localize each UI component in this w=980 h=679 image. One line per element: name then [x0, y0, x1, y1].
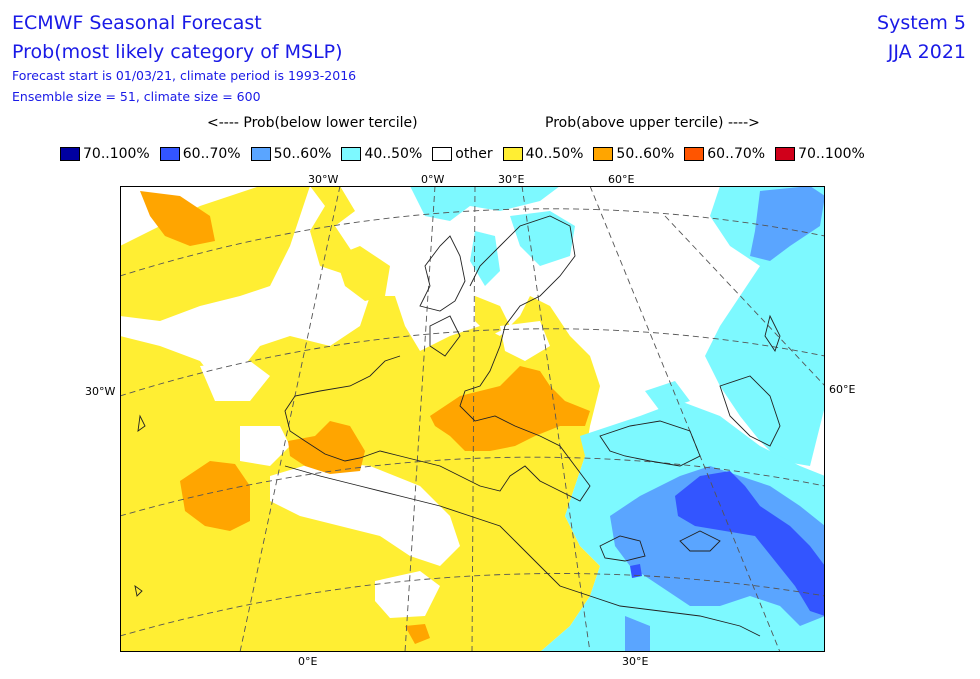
legend-item: 60..70% [159, 146, 241, 162]
system-label: System 5 [877, 12, 966, 34]
shade-below-60-70 [630, 471, 825, 616]
legend-below-header: <---- Prob(below lower tercile) [207, 115, 418, 131]
bottom-lon-label: 30°E [622, 655, 649, 668]
coastlines [134, 215, 781, 637]
legend-item: 40..50% [502, 146, 584, 162]
forecast-map [120, 186, 825, 652]
season-label: JJA 2021 [887, 41, 966, 63]
legend-swatch [593, 147, 614, 161]
legend-label: 40..50% [525, 146, 584, 162]
right-lon-label: 60°E [829, 383, 856, 396]
top-lon-label: 60°E [608, 173, 635, 186]
legend-above-header: Prob(above upper tercile) ----> [545, 115, 760, 131]
legend-item: 70..100% [60, 146, 150, 162]
legend-item: 40..50% [341, 146, 422, 162]
forecast-start-info: Forecast start is 01/03/21, climate peri… [12, 68, 357, 83]
legend-label: 70..100% [798, 146, 865, 162]
legend-swatch [60, 147, 80, 161]
bottom-lon-label: 0°E [298, 655, 318, 668]
legend-label: 60..70% [707, 146, 766, 162]
left-lon-label: 30°W [85, 385, 116, 398]
legend-item: 70..100% [775, 146, 865, 162]
legend-label: other [455, 146, 493, 162]
legend-swatch [684, 147, 705, 161]
legend-swatch [775, 147, 796, 161]
legend-label: 40..50% [364, 146, 423, 162]
legend-item: 60..70% [684, 146, 765, 162]
legend-label: 50..60% [273, 146, 332, 162]
top-lon-label: 30°E [498, 173, 525, 186]
title-main: ECMWF Seasonal Forecast [12, 12, 262, 34]
legend-label: 60..70% [182, 146, 241, 162]
legend-item: other [432, 146, 493, 162]
map-frame [120, 186, 825, 652]
legend-item: 50..60% [593, 146, 674, 162]
legend-label: 50..60% [616, 146, 675, 162]
legend-swatch [341, 147, 362, 161]
legend-item: 50..60% [250, 146, 332, 162]
legend-swatch [432, 147, 453, 161]
legend-swatch [502, 147, 523, 161]
ensemble-size-info: Ensemble size = 51, climate size = 600 [12, 89, 261, 104]
shade-below-50-60 [610, 186, 825, 652]
legend-swatch [159, 147, 180, 161]
title-variable: Prob(most likely category of MSLP) [12, 41, 343, 63]
legend: 70..100% 60..70% 50..60% 40..50% other 4… [60, 146, 875, 162]
legend-label: 70..100% [83, 146, 150, 162]
legend-swatch [250, 147, 271, 161]
top-lon-label: 30°W [308, 173, 339, 186]
top-lon-label: 0°W [421, 173, 445, 186]
